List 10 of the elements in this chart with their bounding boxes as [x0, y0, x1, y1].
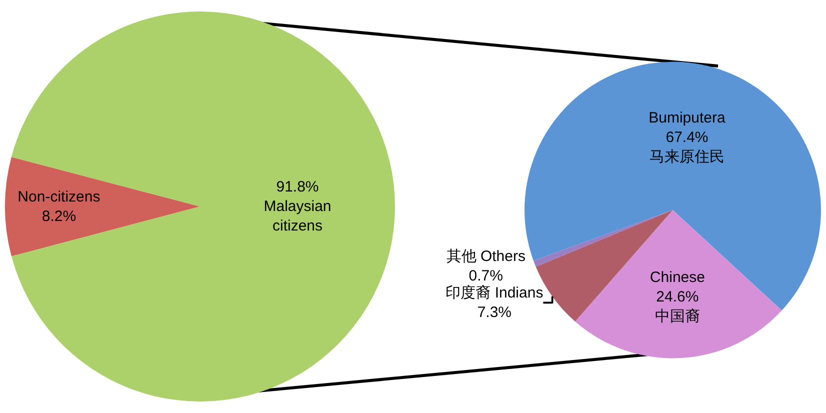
slice-label: 91.8% Malaysian citizens [264, 178, 332, 234]
slice-label: 其他 Others 0.7% [446, 248, 526, 284]
pie-slice [575, 210, 782, 358]
slice-label: Chinese 24.6% 中国裔 [650, 269, 705, 326]
pie-slice [533, 210, 673, 267]
pie-slice [5, 156, 200, 256]
slice-label: Non-citizens 8.2% [18, 188, 100, 225]
slice-label: 印度裔 Indians 7.3% [446, 284, 544, 321]
slice-label: Bumiputera 67.4% 马来原住民 [648, 109, 726, 166]
pie-slice [11, 12, 395, 402]
